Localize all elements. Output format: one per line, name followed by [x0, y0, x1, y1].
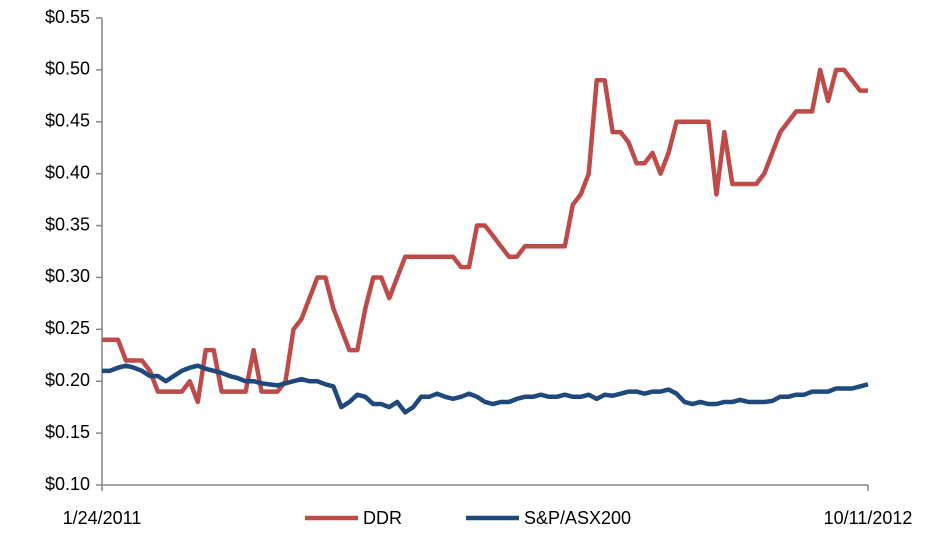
x-tick-label: 1/24/2011: [63, 508, 142, 528]
y-tick-label: $0.45: [45, 111, 90, 131]
series-line: [102, 363, 869, 415]
series-line: [102, 67, 868, 405]
y-tick-label: $0.35: [45, 214, 90, 234]
y-tick-label: $0.40: [45, 162, 90, 182]
y-tick-label: $0.55: [45, 7, 90, 27]
y-tick-label: $0.10: [45, 474, 90, 494]
y-tick-label: $0.30: [45, 266, 90, 286]
x-tick-label: 10/11/2012: [824, 508, 913, 528]
y-tick-label: $0.15: [45, 422, 90, 442]
y-tick-label: $0.50: [45, 59, 90, 79]
y-tick-label: $0.25: [45, 318, 90, 338]
legend-label: S&P/ASX200: [524, 508, 631, 528]
legend-label: DDR: [363, 508, 402, 528]
y-tick-label: $0.20: [45, 370, 90, 390]
